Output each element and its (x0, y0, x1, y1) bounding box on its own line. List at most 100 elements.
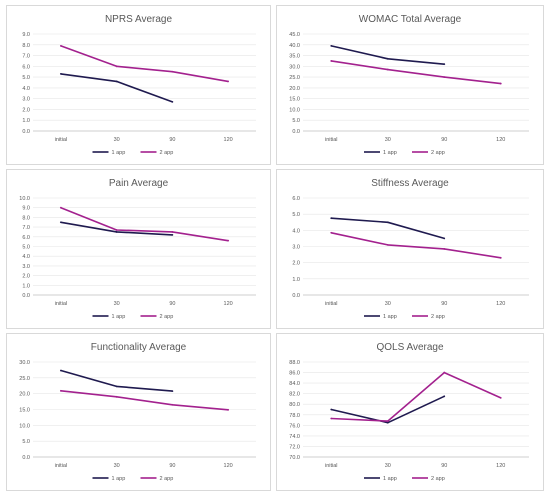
series-line-2 (60, 45, 229, 83)
data-point (59, 44, 62, 47)
y-tick-label: 1.0 (22, 283, 30, 289)
series-line-2 (331, 371, 502, 422)
legend-label-1: 1 app (383, 476, 397, 482)
data-point (499, 396, 502, 399)
x-tick-label: 90 (169, 301, 175, 307)
y-tick-label: 7.0 (22, 225, 30, 231)
chart-panel-6: QOLS Average 70.0 72.0 74.0 76.0 78.0 80.0 82.0… (276, 333, 544, 491)
y-tick-label: 70.0 (289, 455, 300, 461)
chart-svg: WOMAC Total Average 0.0 5.0 10.0 15.0 20.0 25.… (289, 14, 529, 156)
data-point (171, 403, 174, 406)
data-point (443, 248, 446, 250)
legend-label-1: 1 app (383, 314, 397, 320)
data-point (171, 233, 174, 236)
y-tick-label: 84.0 (289, 381, 300, 387)
series-line-2 (331, 60, 501, 85)
y-tick-label: 0.0 (292, 129, 300, 135)
data-point (499, 82, 502, 85)
series-line-1 (331, 217, 445, 240)
y-tick-label: 9.0 (22, 206, 30, 212)
legend-label-1: 1 app (383, 150, 397, 156)
chart-panel-3: Pain Average 0.0 1.0 2.0 3.0 4.0 5.0 6.0 7.0 8.0 9… (6, 169, 271, 329)
data-point (171, 390, 174, 393)
data-point (386, 68, 389, 71)
series-line-2 (60, 206, 229, 242)
data-point (227, 239, 230, 242)
series-line-2 (60, 390, 229, 411)
x-tick-label: 120 (224, 463, 233, 469)
data-point (330, 217, 333, 220)
y-tick-label: 0.0 (22, 293, 30, 299)
legend-label-2: 2 app (431, 150, 445, 156)
x-tick-label: 30 (385, 463, 391, 469)
y-tick-label: 0.0 (22, 129, 30, 135)
data-point (330, 44, 333, 47)
x-tick-label: initial (55, 137, 68, 143)
y-tick-label: 78.0 (289, 413, 300, 419)
data-point (499, 256, 502, 259)
data-point (386, 57, 389, 60)
y-tick-label: 9.0 (22, 32, 30, 38)
chart-svg: QOLS Average 70.0 72.0 74.0 76.0 78.0 80.0 82.0… (289, 342, 529, 482)
chart-svg: Functionality Average 0.0 5.0 10.0 15.0 20.0 2… (19, 342, 256, 482)
data-point (59, 389, 62, 392)
y-tick-label: 8.0 (22, 215, 30, 221)
y-tick-label: 10.0 (19, 423, 30, 429)
series-line-1 (60, 221, 173, 236)
y-tick-label: 5.0 (22, 75, 30, 81)
y-tick-label: 6.0 (292, 196, 300, 202)
x-tick-label: initial (325, 137, 338, 143)
x-tick-label: 30 (114, 137, 120, 143)
y-tick-label: 4.0 (22, 86, 30, 92)
data-point (386, 420, 389, 423)
y-tick-label: 76.0 (289, 423, 300, 429)
data-point (171, 101, 174, 103)
chart-title: NPRS Average (105, 14, 173, 25)
data-point (386, 421, 389, 424)
data-point (443, 76, 446, 79)
y-tick-label: 5.0 (292, 118, 300, 124)
x-tick-label: 120 (224, 301, 233, 307)
y-tick-label: 20.0 (19, 392, 30, 398)
y-tick-label: 6.0 (22, 235, 30, 241)
data-point (115, 231, 118, 233)
y-tick-label: 0.0 (22, 455, 30, 461)
y-tick-label: 3.0 (22, 264, 30, 270)
chart-panel-1: NPRS Average 0.0 1.0 2.0 3.0 4.0 5.0 6.0 7.0 8.0 9… (6, 5, 271, 165)
data-point (330, 60, 333, 62)
y-tick-label: 1.0 (292, 277, 300, 283)
data-point (171, 231, 174, 233)
data-point (59, 221, 62, 224)
x-tick-label: 120 (224, 137, 233, 143)
x-tick-label: 30 (114, 301, 120, 307)
x-tick-label: 90 (441, 137, 447, 143)
y-tick-label: 7.0 (22, 54, 30, 60)
legend-label-2: 2 app (160, 476, 174, 482)
y-tick-label: 30.0 (289, 64, 300, 70)
chart-svg: Stiffness Average 0.0 1.0 2.0 3.0 4.0 5.0 6.0 in… (292, 178, 529, 320)
y-tick-label: 1.0 (22, 118, 30, 124)
data-point (443, 63, 446, 66)
y-tick-label: 20.0 (289, 86, 300, 92)
y-tick-label: 10.0 (19, 196, 30, 202)
data-point (386, 221, 389, 224)
y-tick-label: 6.0 (22, 64, 30, 70)
y-tick-label: 3.0 (22, 97, 30, 103)
y-tick-label: 74.0 (289, 434, 300, 440)
chart-title: QOLS Average (376, 342, 444, 353)
data-point (227, 408, 230, 411)
y-tick-label: 5.0 (22, 245, 30, 251)
data-point (115, 229, 118, 231)
data-point (227, 80, 230, 83)
legend-label-1: 1 app (112, 150, 126, 156)
x-tick-label: 30 (385, 137, 391, 143)
y-tick-label: 88.0 (289, 360, 300, 366)
legend-label-1: 1 app (112, 476, 126, 482)
x-tick-label: 90 (169, 463, 175, 469)
y-tick-label: 15.0 (289, 97, 300, 103)
y-tick-label: 25.0 (19, 376, 30, 382)
y-tick-label: 35.0 (289, 54, 300, 60)
y-tick-label: 4.0 (292, 228, 300, 234)
y-tick-label: 4.0 (22, 254, 30, 260)
data-point (59, 206, 62, 209)
